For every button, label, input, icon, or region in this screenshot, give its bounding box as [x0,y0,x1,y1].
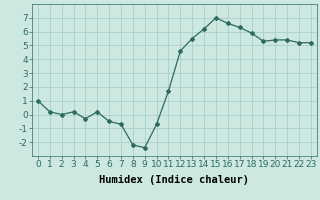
X-axis label: Humidex (Indice chaleur): Humidex (Indice chaleur) [100,175,249,185]
